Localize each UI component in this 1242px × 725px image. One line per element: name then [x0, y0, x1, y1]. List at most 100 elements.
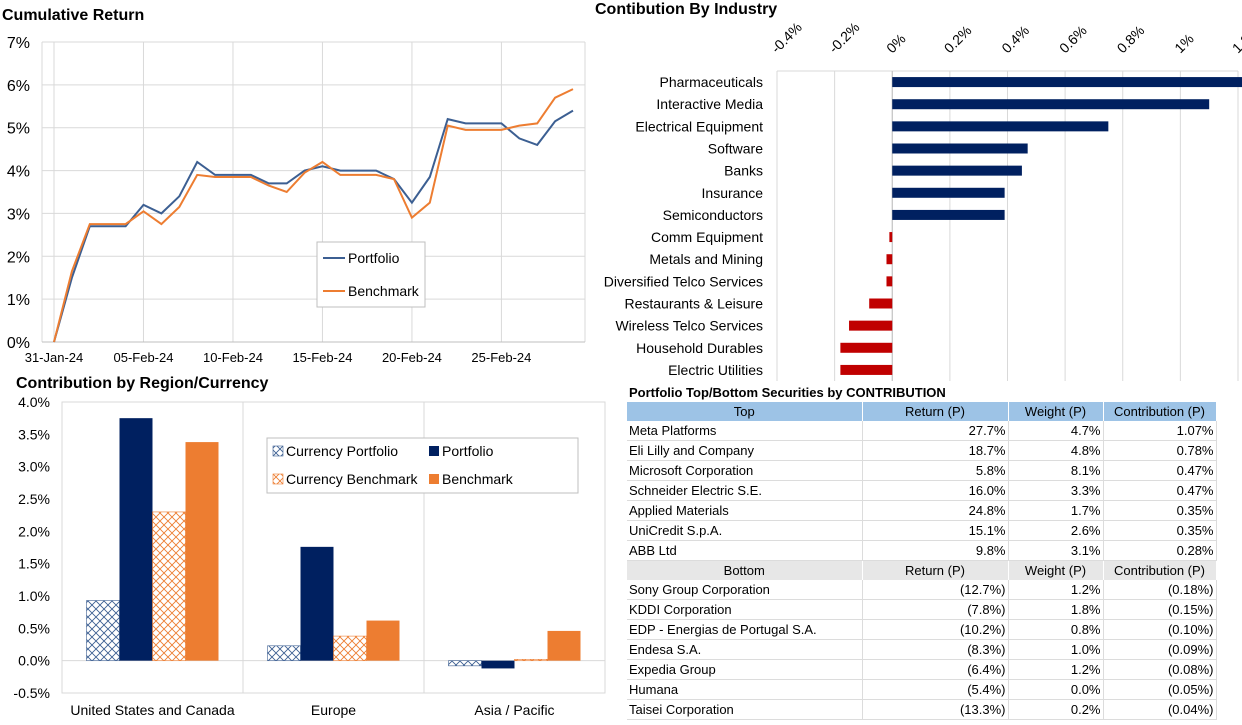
legend-label: Currency Benchmark — [286, 471, 418, 487]
category-label: Household Durables — [636, 340, 763, 356]
security-value-cell: 0.28% — [1103, 540, 1217, 561]
security-value-cell: (0.18%) — [1103, 580, 1217, 600]
x-tick-label: 0.4% — [998, 22, 1032, 56]
y-tick-label: 6% — [7, 78, 30, 95]
y-tick-label: 1.5% — [18, 556, 50, 572]
security-value-cell: 27.7% — [862, 421, 1009, 441]
security-value-cell: 1.0% — [1008, 639, 1104, 660]
security-value-cell: (13.3%) — [862, 699, 1009, 720]
industry-bar — [892, 187, 1005, 198]
category-label: Pharmaceuticals — [660, 74, 764, 90]
y-tick-label: 4.0% — [18, 394, 50, 410]
region-bar — [152, 511, 186, 661]
bottom-security-row: Sony Group Corporation (12.7%) 1.2% (0.18%) — [627, 580, 1217, 600]
industry-bar — [892, 121, 1109, 132]
security-value-cell: (12.7%) — [862, 580, 1009, 600]
top-security-row: Applied Materials 24.8% 1.7% 0.35% — [627, 500, 1217, 521]
y-tick-label: 2.5% — [18, 491, 50, 507]
category-label: Banks — [724, 163, 763, 179]
category-label: Europe — [311, 702, 356, 718]
region-bar — [547, 630, 581, 661]
y-tick-label: 0% — [7, 335, 30, 352]
security-value-cell: 0.47% — [1103, 480, 1217, 501]
legend-label: Benchmark — [348, 283, 420, 299]
top-header-row: Top Return (P) Weight (P) Contribution (… — [627, 402, 1217, 421]
legend-swatch — [429, 446, 439, 456]
security-value-cell: 0.35% — [1103, 520, 1217, 541]
y-tick-label: 1% — [7, 292, 30, 309]
security-value-cell: (0.08%) — [1103, 659, 1217, 680]
category-label: Interactive Media — [656, 96, 763, 112]
industry-bar — [892, 143, 1028, 154]
security-value-cell: 1.2% — [1008, 580, 1104, 600]
y-tick-label: 1.0% — [18, 588, 50, 604]
x-tick-label: 1% — [1171, 30, 1197, 56]
x-tick-label: 0.6% — [1056, 22, 1090, 56]
y-tick-label: 7% — [7, 35, 30, 52]
region-bar — [185, 442, 219, 661]
security-name-cell: Endesa S.A. — [627, 639, 863, 660]
security-value-cell: 9.8% — [862, 540, 1009, 561]
securities-table: Top Return (P) Weight (P) Contribution (… — [627, 402, 1217, 720]
bottom-security-row: Humana (5.4%) 0.0% (0.05%) — [627, 679, 1217, 700]
chart-legend: Currency Portfolio Portfolio Currency Benc… — [266, 437, 579, 494]
legend-label: Portfolio — [442, 443, 494, 459]
y-tick-label: 3.0% — [18, 459, 50, 475]
security-value-cell: 0.0% — [1008, 679, 1104, 700]
security-value-cell: 1.7% — [1008, 500, 1104, 521]
top-header-cell: Top — [627, 402, 863, 421]
category-label: Comm Equipment — [651, 229, 763, 245]
y-tick-label: 3% — [7, 206, 30, 223]
security-value-cell: 0.35% — [1103, 500, 1217, 521]
industry-chart-title: Contibution By Industry — [595, 1, 778, 18]
category-label: Wireless Telco Services — [615, 318, 763, 334]
x-tick-label: 05-Feb-24 — [113, 350, 173, 365]
security-name-cell: Applied Materials — [627, 500, 863, 521]
y-tick-label: 2% — [7, 249, 30, 266]
y-tick-label: 3.5% — [18, 426, 50, 442]
category-label: Electrical Equipment — [635, 118, 763, 134]
x-tick-label: 1.2% — [1229, 22, 1242, 56]
security-value-cell: 0.78% — [1103, 440, 1217, 461]
top-security-row: Microsoft Corporation 5.8% 8.1% 0.47% — [627, 460, 1217, 481]
plot-border — [61, 401, 606, 694]
security-value-cell: 0.2% — [1008, 699, 1104, 720]
region-bar — [448, 660, 482, 667]
security-value-cell: 15.1% — [862, 520, 1009, 541]
industry-bar — [892, 209, 1005, 220]
security-value-cell: 24.8% — [862, 500, 1009, 521]
category-label: Metals and Mining — [649, 251, 763, 267]
x-tick-label: -0.4% — [768, 19, 805, 56]
industry-bar — [849, 320, 893, 331]
security-value-cell: (6.4%) — [862, 659, 1009, 680]
cumulative-return-chart: 0% 1% 2% 3% 4% 5% 6% 7% 31-Jan-24 05-Feb-24 10-Feb… — [7, 35, 586, 365]
region-bar — [267, 645, 301, 661]
security-value-cell: 3.3% — [1008, 480, 1104, 501]
category-label: Electric Utilities — [668, 362, 763, 378]
security-name-cell: KDDI Corporation — [627, 599, 863, 620]
y-tick-label: 2.0% — [18, 523, 50, 539]
x-tick-label: 0% — [883, 30, 909, 56]
security-value-cell: (0.15%) — [1103, 599, 1217, 620]
top-security-row: Eli Lilly and Company 18.7% 4.8% 0.78% — [627, 440, 1217, 461]
bottom-header-cell: Contribution (P) — [1103, 560, 1217, 580]
region-bar — [514, 659, 548, 661]
bottom-header-cell: Return (P) — [862, 560, 1009, 580]
security-name-cell: Expedia Group — [627, 659, 863, 680]
security-name-cell: EDP - Energias de Portugal S.A. — [627, 619, 863, 640]
bottom-security-row: KDDI Corporation (7.8%) 1.8% (0.15%) — [627, 599, 1217, 620]
legend-box — [316, 241, 426, 308]
legend-swatch — [272, 473, 284, 485]
top-securities-body: Meta Platforms 27.7% 4.7% 1.07% Eli Lilly an… — [627, 421, 1217, 561]
x-tick-label: 10-Feb-24 — [203, 350, 263, 365]
region-bar — [333, 635, 367, 661]
top-security-row: Meta Platforms 27.7% 4.7% 1.07% — [627, 421, 1217, 441]
region-bar — [86, 600, 120, 661]
industry-bar — [869, 298, 893, 309]
security-name-cell: Sony Group Corporation — [627, 580, 863, 600]
top-header-cell: Contribution (P) — [1103, 402, 1217, 421]
legend-label: Benchmark — [442, 471, 514, 487]
security-value-cell: 4.7% — [1008, 421, 1104, 441]
category-label: Asia / Pacific — [474, 702, 554, 718]
security-value-cell: 8.1% — [1008, 460, 1104, 481]
